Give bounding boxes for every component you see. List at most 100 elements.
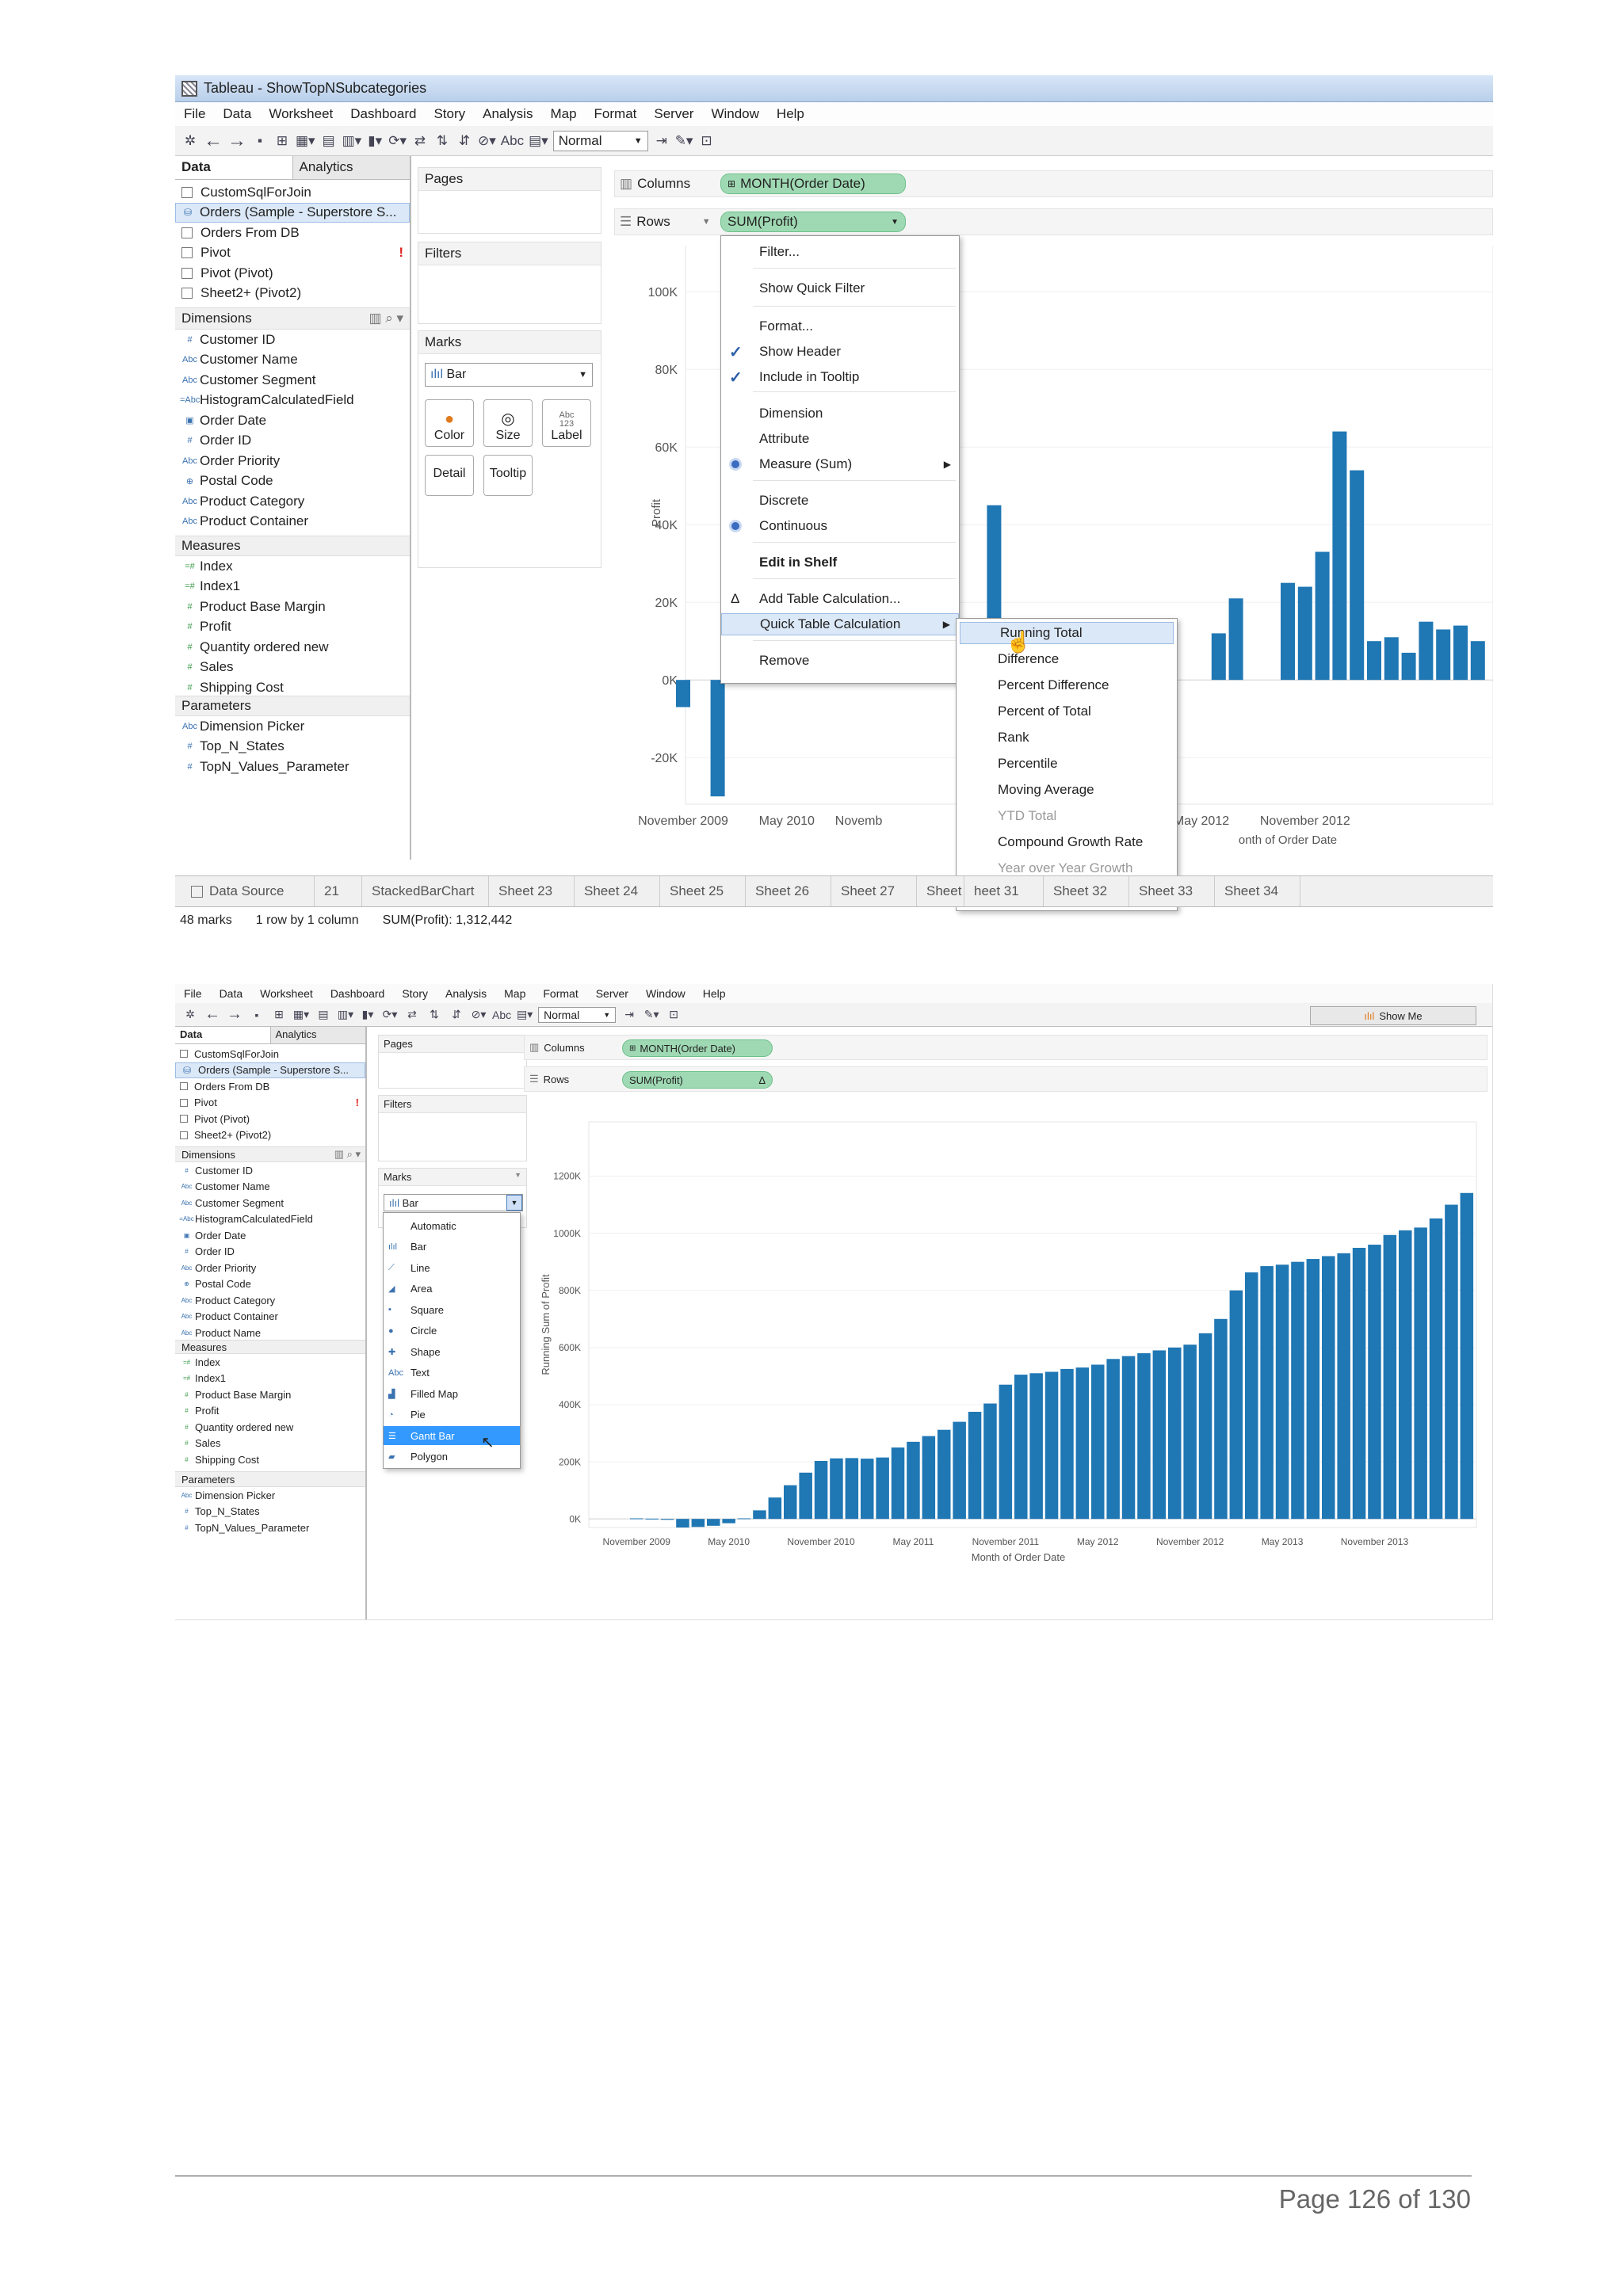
field-item[interactable]: # Product Base Margin [175,597,410,617]
tableau-logo-icon[interactable]: ✲ [184,132,197,148]
bar[interactable] [768,1497,782,1520]
bar[interactable] [1121,1356,1136,1520]
pin-icon[interactable]: ⇥ [655,132,667,148]
tooltip-button[interactable]: Tooltip [483,455,533,496]
bar[interactable] [753,1510,766,1520]
field-item[interactable]: # Profit [175,617,410,638]
data-source-item[interactable]: ⛁ Orders (Sample - Superstore S... [175,1062,365,1078]
mark-type-option[interactable]: Automatic [384,1216,520,1235]
bar[interactable] [1228,598,1243,681]
submenu-item[interactable]: Compound Growth Rate [957,831,1177,853]
bar[interactable] [891,1447,905,1520]
mark-type-option[interactable]: ◔ Pie [384,1405,520,1425]
menu-analysis[interactable]: Analysis [445,987,487,1000]
context-menu-item[interactable]: Include in Tooltip ✓ [721,366,959,388]
sheet-tab[interactable]: Sheet 34 [1215,876,1300,906]
sheet-tab[interactable]: Sheet 24 [575,876,660,906]
mark-type-option[interactable]: ▟ Filled Map [384,1384,520,1403]
bar[interactable] [1453,625,1468,681]
mark-type-option[interactable]: ▰ Polygon [384,1447,520,1466]
bar[interactable] [1281,582,1295,681]
context-menu-item[interactable]: Measure (Sum) ▶ [721,453,959,475]
context-menu-item[interactable]: Show Header ✓ [721,341,959,363]
menu-worksheet[interactable]: Worksheet [269,106,334,121]
field-item[interactable]: Abc Order Priority [175,451,410,471]
swap-icon[interactable]: ⇄ [414,132,426,148]
data-source-item[interactable]: CustomSqlForJoin [175,182,410,203]
field-item[interactable]: ⊕ Postal Code [175,1276,365,1293]
bar[interactable] [861,1459,874,1520]
bar[interactable] [1014,1375,1028,1520]
bar[interactable] [707,1519,720,1526]
bar[interactable] [722,1519,735,1524]
field-item[interactable]: Abc Customer Name [175,350,410,371]
fit-select[interactable]: Normal ▼ [552,130,648,151]
field-item[interactable]: # Shipping Cost [175,1451,365,1468]
data-source-item[interactable]: ⛁ Orders (Sample - Superstore S... [175,202,410,223]
data-source-item[interactable]: CustomSqlForJoin [175,1046,365,1062]
field-item[interactable]: Abc Order Priority [175,1260,365,1276]
bar[interactable] [660,1519,674,1520]
bar[interactable] [1332,431,1347,681]
data-source-item[interactable]: Orders From DB [175,223,410,243]
field-item[interactable]: ▣ Order Date [175,1227,365,1244]
bar[interactable] [691,1519,705,1527]
color-button[interactable]: ● Color [425,399,474,447]
search-icon[interactable]: ▥ ⌕ ▾ [334,1148,361,1160]
forward-icon[interactable]: → [227,129,246,151]
bar[interactable] [630,1518,643,1520]
field-item[interactable]: ▣ Order Date [175,410,410,431]
context-menu-item[interactable]: Discrete [721,490,959,512]
submenu-item[interactable]: Rank [957,727,1177,749]
mark-type-option[interactable]: ▪ Square [384,1300,520,1319]
refresh-icon[interactable]: ⟳▾ [382,1008,398,1020]
columns-pill[interactable]: ⊞ MONTH(Order Date) [622,1039,773,1057]
sort-asc-icon[interactable]: ⇅ [436,132,449,148]
bar[interactable] [1245,1272,1258,1520]
bar[interactable] [1291,1261,1304,1520]
bar[interactable] [1384,637,1399,681]
bar[interactable] [1367,641,1381,681]
bar[interactable] [830,1458,843,1520]
bar[interactable] [1091,1364,1105,1520]
field-item[interactable]: # Shipping Cost [175,677,410,696]
menu-data[interactable]: Data [219,987,243,1000]
bar[interactable] [1260,1266,1274,1520]
bar[interactable] [907,1441,920,1520]
field-item[interactable]: Abc Product Container [175,512,410,532]
field-item[interactable]: # Profit [175,1403,365,1420]
field-item[interactable]: Abc Product Category [175,1292,365,1309]
pin-icon[interactable]: ⇥ [624,1008,634,1020]
refresh-icon[interactable]: ⟳▾ [388,132,407,148]
menu-help[interactable]: Help [776,106,804,121]
sort-desc-icon[interactable]: ⇵ [452,1008,461,1020]
menu-analysis[interactable]: Analysis [483,106,533,121]
sheet-tab[interactable]: Sheet [917,876,964,906]
new-datasource-icon[interactable]: ⊞ [276,132,288,148]
menu-story[interactable]: Story [433,106,466,121]
bar[interactable] [784,1485,797,1520]
mark-type-select[interactable]: ılıl Bar ▼ [425,363,593,387]
field-item[interactable]: # Customer ID [175,1162,365,1179]
bar[interactable] [938,1429,951,1520]
back-icon[interactable]: ← [204,129,223,151]
menu-help[interactable]: Help [702,987,726,1000]
duplicate-icon[interactable]: ▤ [318,1008,329,1020]
bar[interactable] [1152,1350,1167,1520]
bar[interactable] [1399,1230,1412,1520]
field-item[interactable]: # TopN_Values_Parameter [175,1520,365,1536]
context-menu-item[interactable]: Show Quick Filter [721,277,959,299]
menu-dashboard[interactable]: Dashboard [330,987,385,1000]
submenu-item[interactable]: Difference [957,648,1177,670]
sort-asc-icon[interactable]: ⇅ [430,1008,439,1020]
bar[interactable] [1211,633,1226,681]
context-menu-item[interactable]: Continuous [721,515,959,537]
duplicate-icon[interactable]: ▤ [322,132,335,148]
rows-pill[interactable]: SUM(Profit) Δ [622,1071,773,1089]
field-item[interactable]: # Order ID [175,431,410,452]
bar[interactable] [1044,1371,1059,1520]
bar[interactable] [922,1436,936,1520]
submenu-item[interactable]: Percent Difference [957,674,1177,696]
detail-button[interactable]: Detail [425,455,474,496]
sheet-tab[interactable]: Sheet 23 [489,876,575,906]
